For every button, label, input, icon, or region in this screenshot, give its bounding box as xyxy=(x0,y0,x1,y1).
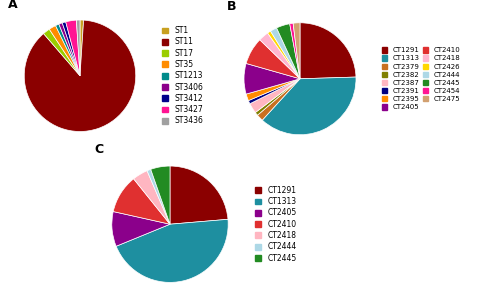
Wedge shape xyxy=(256,79,300,115)
Text: B: B xyxy=(227,1,236,13)
Wedge shape xyxy=(244,63,300,94)
Wedge shape xyxy=(112,211,170,246)
Text: C: C xyxy=(94,143,104,156)
Wedge shape xyxy=(66,20,80,76)
Wedge shape xyxy=(50,26,80,76)
Wedge shape xyxy=(290,23,300,79)
Wedge shape xyxy=(248,79,300,104)
Wedge shape xyxy=(44,29,80,76)
Wedge shape xyxy=(300,23,356,79)
Legend: CT1291, CT1313, CT2379, CT2382, CT2387, CT2391, CT2395, CT2405, CT2410, CT2418, : CT1291, CT1313, CT2379, CT2382, CT2387, … xyxy=(380,46,462,112)
Wedge shape xyxy=(56,24,80,76)
Text: A: A xyxy=(8,0,17,11)
Wedge shape xyxy=(293,23,300,79)
Legend: CT1291, CT1313, CT2405, CT2410, CT2418, CT2444, CT2445: CT1291, CT1313, CT2405, CT2410, CT2418, … xyxy=(254,184,298,264)
Wedge shape xyxy=(134,171,170,224)
Wedge shape xyxy=(62,22,80,76)
Wedge shape xyxy=(113,179,170,224)
Wedge shape xyxy=(246,79,300,101)
Wedge shape xyxy=(147,169,170,224)
Wedge shape xyxy=(268,31,300,79)
Wedge shape xyxy=(116,219,228,282)
Wedge shape xyxy=(76,20,80,76)
Wedge shape xyxy=(170,166,228,224)
Wedge shape xyxy=(270,28,300,79)
Wedge shape xyxy=(246,40,300,79)
Wedge shape xyxy=(80,20,84,76)
Wedge shape xyxy=(258,79,300,120)
Wedge shape xyxy=(150,166,170,224)
Wedge shape xyxy=(276,24,300,79)
Wedge shape xyxy=(262,77,356,135)
Wedge shape xyxy=(59,23,80,76)
Wedge shape xyxy=(260,33,300,79)
Wedge shape xyxy=(24,20,136,132)
Wedge shape xyxy=(250,79,300,112)
Legend: ST1, ST11, ST17, ST35, ST1213, ST3406, ST3412, ST3427, ST3436: ST1, ST11, ST17, ST35, ST1213, ST3406, S… xyxy=(160,25,204,127)
